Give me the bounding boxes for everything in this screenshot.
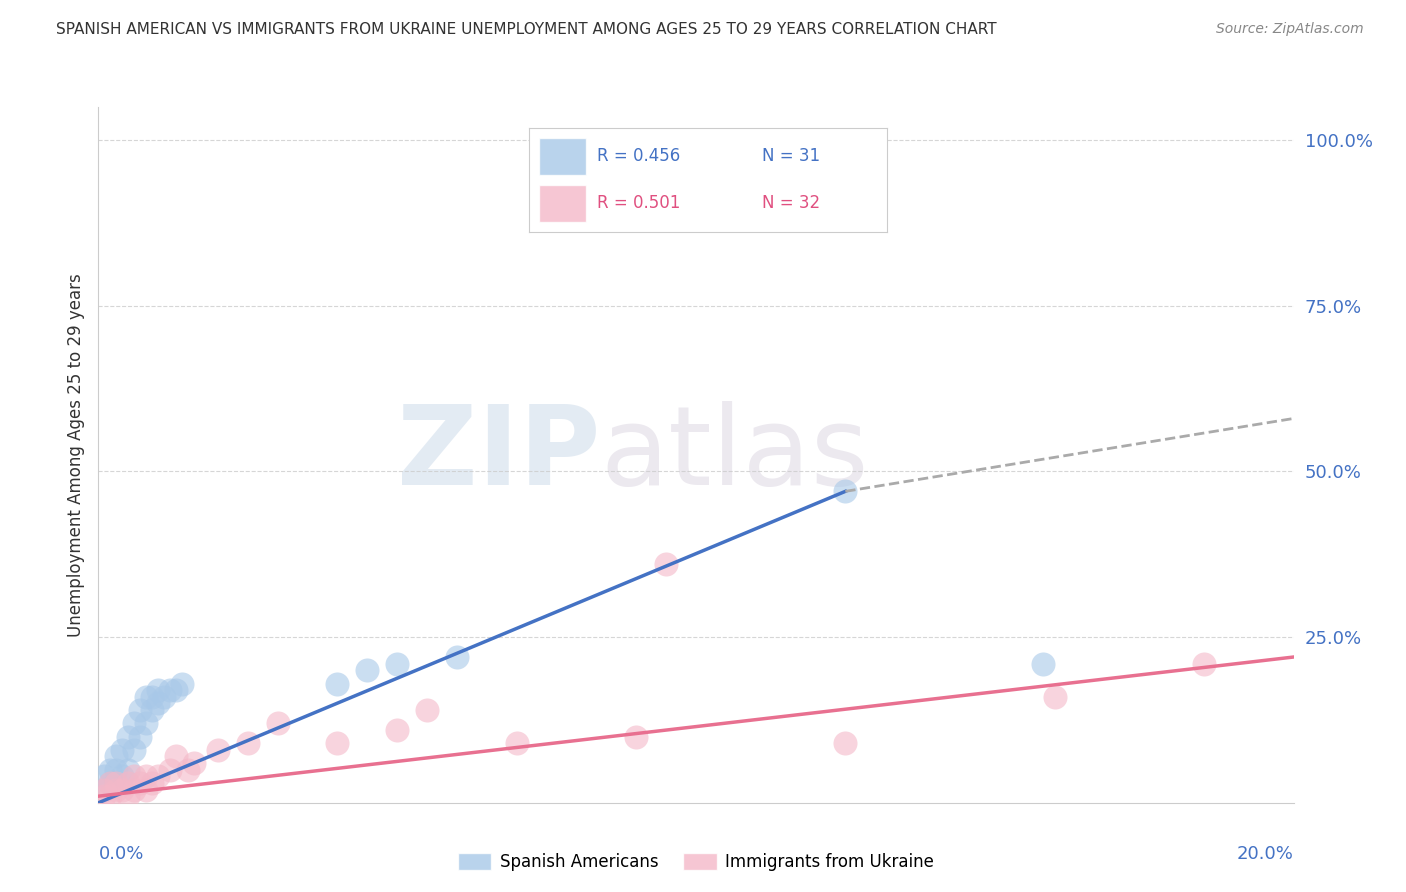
Point (93, 789, 115, 804)
Point (98, 776, 122, 790)
Point (98, 789, 122, 804)
Point (105, 776, 128, 790)
Point (165, 749, 187, 764)
Point (129, 776, 152, 790)
Point (165, 683, 187, 698)
Text: atlas: atlas (600, 401, 869, 508)
Point (326, 676, 349, 690)
Point (446, 650, 468, 665)
Point (124, 716, 146, 731)
Point (98, 763, 122, 777)
Point (135, 716, 157, 731)
Point (124, 782, 146, 797)
Point (105, 776, 128, 790)
Point (117, 730, 139, 744)
Point (111, 769, 134, 783)
Point (153, 690, 176, 704)
Point (1043, 690, 1066, 704)
Point (506, 736, 529, 750)
Point (416, 703, 439, 717)
Point (141, 776, 163, 790)
Point (129, 730, 152, 744)
Text: 0.0%: 0.0% (98, 845, 143, 863)
Point (105, 763, 128, 777)
Point (148, 683, 170, 698)
Point (105, 782, 128, 797)
Y-axis label: Unemployment Among Ages 25 to 29 years: Unemployment Among Ages 25 to 29 years (66, 273, 84, 637)
Point (93, 769, 115, 783)
Point (267, 716, 290, 731)
Legend: Spanish Americans, Immigrants from Ukraine: Spanish Americans, Immigrants from Ukrai… (451, 847, 941, 878)
Point (105, 749, 128, 764)
Point (111, 743, 134, 757)
Point (159, 683, 181, 698)
Point (117, 789, 139, 804)
Point (183, 756, 205, 770)
Point (385, 723, 409, 737)
Point (117, 763, 139, 777)
Point (655, 558, 678, 572)
Point (326, 736, 349, 750)
Point (207, 743, 229, 757)
Point (124, 743, 146, 757)
Point (236, 736, 259, 750)
Point (141, 690, 163, 704)
Point (98, 776, 122, 790)
Point (834, 484, 856, 499)
Point (111, 782, 134, 797)
Point (834, 736, 856, 750)
Point (624, 730, 647, 744)
Point (135, 690, 157, 704)
Text: ZIP: ZIP (396, 401, 600, 508)
Point (148, 769, 170, 783)
Point (93, 782, 115, 797)
Text: 20.0%: 20.0% (1237, 845, 1294, 863)
Point (135, 782, 157, 797)
Point (172, 676, 194, 690)
Text: SPANISH AMERICAN VS IMMIGRANTS FROM UKRAINE UNEMPLOYMENT AMONG AGES 25 TO 29 YEA: SPANISH AMERICAN VS IMMIGRANTS FROM UKRA… (56, 22, 997, 37)
Point (385, 657, 409, 671)
Point (124, 769, 146, 783)
Point (356, 663, 378, 677)
Point (159, 763, 181, 777)
Point (141, 703, 163, 717)
Point (177, 763, 200, 777)
Point (1192, 657, 1215, 671)
Point (93, 782, 115, 797)
Point (1032, 657, 1054, 671)
Point (117, 776, 139, 790)
Point (129, 703, 152, 717)
Point (135, 769, 157, 783)
Point (148, 697, 170, 711)
Text: Source: ZipAtlas.com: Source: ZipAtlas.com (1216, 22, 1364, 37)
